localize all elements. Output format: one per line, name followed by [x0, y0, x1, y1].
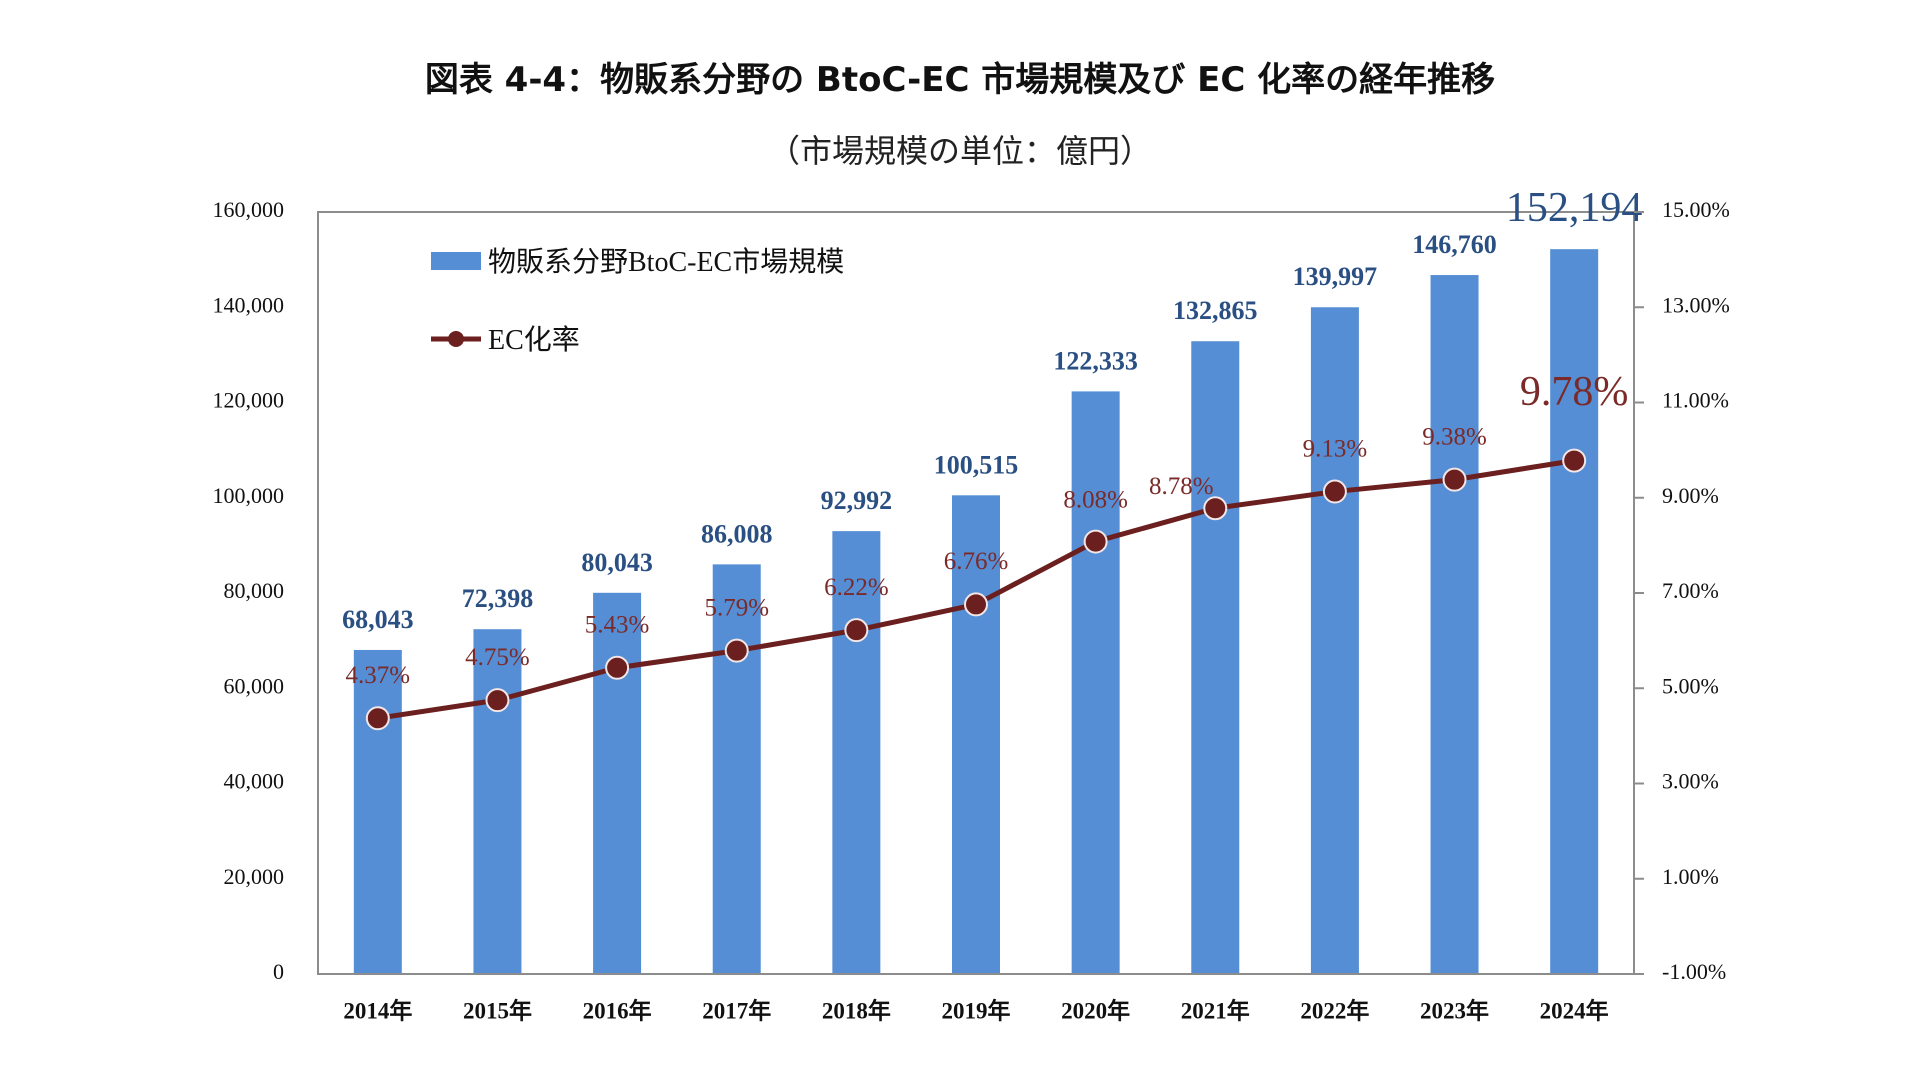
bar-data-label: 100,515: [934, 450, 1019, 479]
x-tick-label: 2019年: [942, 997, 1011, 1023]
ec-rate-marker-2019年: [964, 592, 988, 617]
y-right-tick-label: 9.00%: [1662, 483, 1719, 508]
y-right-tick-label: -1.00%: [1662, 959, 1726, 984]
ec-rate-marker-2014年: [365, 706, 390, 731]
x-tick-label: 2014年: [343, 997, 412, 1023]
bar-data-label: 68,043: [342, 605, 414, 634]
y-right-tick-label: 11.00%: [1662, 388, 1729, 413]
y-right-tick-label: 15.00%: [1662, 197, 1730, 222]
chart-subtitle: （市場規模の単位：億円）: [767, 132, 1152, 170]
y-left-tick-label: 140,000: [213, 292, 285, 317]
y-right-tick-label: 7.00%: [1662, 578, 1719, 603]
ec-rate-marker-2024年: [1562, 448, 1587, 473]
x-tick-label: 2020年: [1061, 997, 1130, 1023]
bar-2018年: [832, 531, 881, 974]
ec-rate-marker-2017年: [724, 638, 749, 663]
bar-data-label: 152,194: [1506, 185, 1643, 231]
y-left-tick-label: 100,000: [213, 483, 285, 508]
bar-2024年: [1550, 249, 1599, 974]
ec-rate-marker-2016年: [605, 655, 630, 680]
x-tick-label: 2018年: [822, 997, 891, 1023]
x-tick-label: 2017年: [702, 997, 771, 1023]
y-left-tick-label: 0: [273, 959, 284, 984]
line-data-label: 4.37%: [346, 662, 411, 689]
ec-rate-marker-2021年: [1203, 496, 1228, 521]
ec-rate-marker-2018年: [844, 618, 869, 643]
bar-2015年: [473, 629, 522, 974]
legend-line-label: EC化率: [488, 324, 580, 356]
ec-rate-marker-2023年: [1442, 467, 1467, 492]
ec-rate-marker-2015年: [485, 688, 510, 713]
y-left-tick-label: 160,000: [213, 197, 285, 222]
x-tick-label: 2015年: [463, 997, 532, 1023]
legend: 物販系分野BtoC-EC市場規模 EC化率: [431, 246, 844, 356]
bar-2017年: [712, 564, 761, 974]
line-data-label: 9.38%: [1422, 423, 1487, 450]
line-data-label: 5.43%: [585, 612, 650, 639]
line-data-label: 6.22%: [824, 574, 889, 601]
chart-title: 図表 4-4：物販系分野の BtoC-EC 市場規模及び EC 化率の経年推移: [424, 60, 1496, 100]
y-right-tick-label: 5.00%: [1662, 673, 1719, 698]
ec-rate-marker-2022年: [1322, 479, 1347, 504]
line-data-label: 8.08%: [1063, 486, 1128, 513]
bar-data-label: 122,333: [1053, 346, 1138, 375]
bar-data-label: 139,997: [1293, 262, 1378, 291]
y-left-tick-label: 60,000: [224, 673, 285, 698]
y-right-tick-label: 1.00%: [1662, 864, 1719, 889]
ec-rate-marker-2020年: [1083, 529, 1108, 554]
y-left-tick-label: 40,000: [224, 769, 285, 794]
bar-2022年: [1310, 307, 1359, 974]
x-tick-label: 2022年: [1300, 997, 1369, 1023]
y-left-tick-label: 80,000: [224, 578, 285, 603]
y-left-tick-label: 20,000: [224, 864, 285, 889]
bar-data-label: 80,043: [581, 548, 653, 577]
x-tick-label: 2024年: [1540, 997, 1609, 1023]
line-data-label: 5.79%: [704, 594, 769, 621]
line-data-label: 9.13%: [1303, 435, 1368, 462]
line-data-label: 8.78%: [1149, 473, 1214, 500]
axes: 0 20,000 40,000 60,000 80,000 100,000 120,000 1…: [213, 197, 1730, 1023]
y-left-tick-label: 120,000: [213, 388, 285, 413]
x-tick-label: 2016年: [583, 997, 652, 1023]
bar-2019年: [952, 495, 1000, 974]
bar-data-label: 132,865: [1173, 296, 1258, 325]
bar-series: [353, 249, 1599, 974]
line-data-label: 4.75%: [465, 644, 530, 671]
legend-bar-swatch: [431, 252, 481, 270]
legend-line-marker: [448, 331, 464, 347]
line-data-label: 6.76%: [944, 548, 1009, 575]
line-data-label: 9.78%: [1520, 369, 1629, 415]
y-right-tick-label: 3.00%: [1662, 769, 1719, 794]
bar-data-label: 72,398: [462, 584, 534, 613]
bar-2016年: [593, 592, 642, 974]
bar-2020年: [1071, 391, 1120, 974]
bar-2014年: [353, 649, 402, 974]
x-tick-label: 2023年: [1420, 997, 1489, 1023]
bar-data-label: 86,008: [701, 519, 773, 548]
x-tick-label: 2021年: [1181, 997, 1250, 1023]
bar-2021年: [1191, 341, 1240, 974]
bar-data-label: 146,760: [1412, 230, 1497, 259]
bar-2023年: [1430, 275, 1479, 974]
legend-bar-label: 物販系分野BtoC-EC市場規模: [488, 246, 844, 278]
y-right-tick-label: 13.00%: [1662, 292, 1730, 317]
bar-data-label: 92,992: [821, 486, 893, 515]
line-series: [365, 448, 1587, 731]
data-labels: 68,043 72,398 80,043 86,008 92,992 100,515 122…: [342, 185, 1642, 689]
